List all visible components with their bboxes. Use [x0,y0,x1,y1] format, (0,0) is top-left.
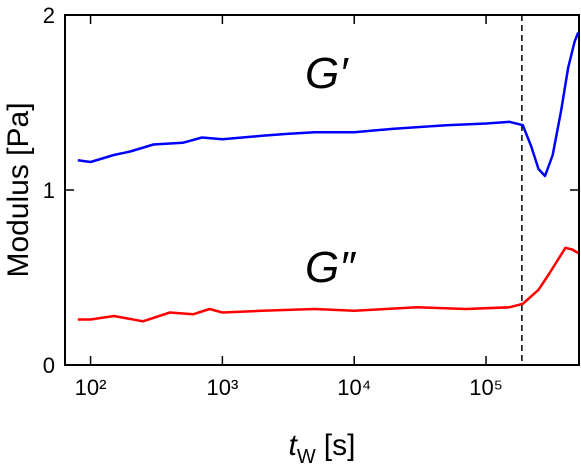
y-tick-label: 0 [43,353,55,378]
x-tick-label: 10² [75,375,107,400]
y-axis-label: Modulus [Pa] [2,102,35,277]
series-annotation: G″ [305,243,356,292]
y-tick-label: 2 [43,3,55,28]
series-annotation: G′ [305,49,349,98]
x-tick-label: 10⁴ [337,375,371,400]
x-label-unit: [s] [324,429,356,462]
series-line [77,32,580,178]
y-tick-label: 1 [43,178,55,203]
x-label-sub: W [297,446,316,468]
x-tick-label: 10³ [206,375,238,400]
x-tick-label: 10⁵ [469,375,503,400]
series-line [77,246,579,323]
x-label-var: t [289,429,299,462]
x-axis-label: tW [s] [289,429,356,468]
